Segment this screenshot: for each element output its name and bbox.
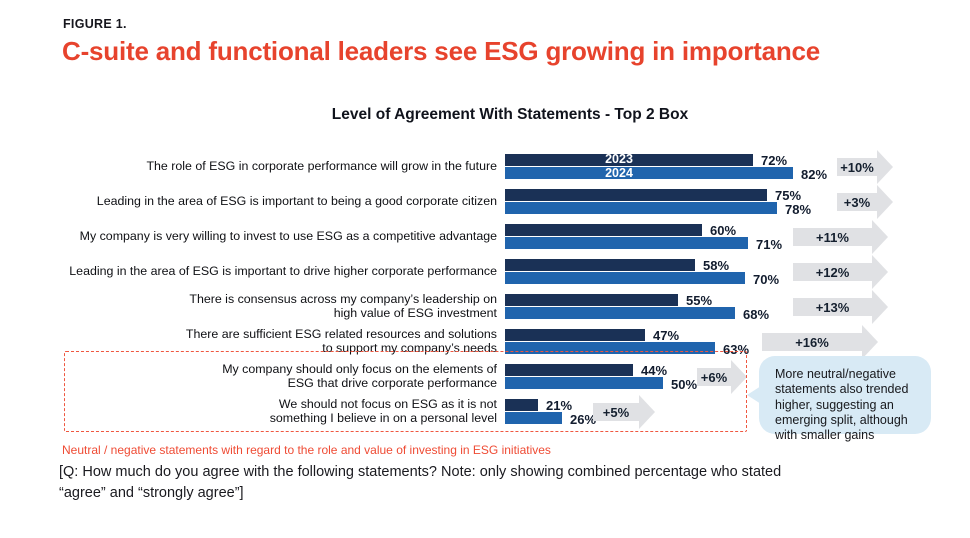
delta-label: +11% (793, 228, 872, 246)
neutral-negative-note: Neutral / negative statements with regar… (62, 443, 551, 457)
chart-title: Level of Agreement With Statements - Top… (331, 106, 689, 123)
bar-2023 (505, 259, 695, 271)
bar-2023 (505, 399, 538, 411)
arrow-head-icon (872, 255, 888, 289)
delta-arrow: +13% (793, 290, 888, 324)
bar-2023 (505, 224, 702, 236)
value-2023: 55% (686, 293, 713, 308)
statement-label: Leading in the area of ESG is important … (69, 264, 497, 279)
delta-arrow: +11% (793, 220, 888, 254)
footnote: [Q: How much do you agree with the follo… (59, 464, 782, 501)
delta-label: +16% (762, 333, 862, 351)
figure-label: FIGURE 1. (63, 17, 127, 31)
arrow-head-icon (731, 360, 747, 394)
value-2023: 44% (641, 363, 668, 378)
value-2024: 78% (785, 202, 812, 217)
callout-text: More neutral/negative statements also tr… (775, 367, 909, 442)
value-2024: 26% (570, 412, 597, 427)
statement-label: The role of ESG in corporate performance… (146, 159, 497, 174)
delta-label: +10% (837, 158, 877, 176)
callout-bubble: More neutral/negative statements also tr… (747, 356, 931, 442)
neutral-negative-highlight-box (64, 351, 747, 432)
value-2023: 60% (710, 223, 737, 238)
statement-label: My company is very willing to invest to … (79, 229, 497, 244)
delta-label: +12% (793, 263, 872, 281)
value-2023: 75% (775, 188, 802, 203)
statement-label: There is consensus across my company’s l… (189, 292, 497, 320)
delta-arrow: +3% (837, 185, 893, 219)
value-2023: 21% (546, 398, 573, 413)
bar-2024 (505, 412, 562, 424)
delta-label: +13% (793, 298, 872, 316)
arrow-head-icon (872, 220, 888, 254)
bar-2024 (505, 202, 777, 214)
value-2024: 50% (671, 377, 698, 392)
bar-2024 (505, 307, 735, 319)
statement-label: There are sufficient ESG related resourc… (185, 327, 497, 355)
value-2024: 68% (743, 307, 770, 322)
arrow-head-icon (877, 185, 893, 219)
value-2024: 71% (756, 237, 783, 252)
value-2024: 82% (801, 167, 828, 182)
delta-arrow: +6% (697, 360, 747, 394)
value-2023: 72% (761, 153, 788, 168)
value-2023: 58% (703, 258, 730, 273)
bar-2024 (505, 272, 745, 284)
figure-title: C-suite and functional leaders see ESG g… (62, 36, 821, 66)
bar-2023 (505, 329, 645, 341)
value-2024: 70% (753, 272, 780, 287)
statement-label: We should not focus on ESG as it is not … (269, 397, 497, 425)
arrow-head-icon (872, 290, 888, 324)
bar-2024 (505, 237, 748, 249)
delta-arrow: +5% (593, 395, 655, 429)
bar-2023 (505, 364, 633, 376)
statement-label: Leading in the area of ESG is important … (96, 194, 497, 209)
statement-label: My company should only focus on the elem… (222, 362, 497, 390)
bar-2024 (505, 377, 663, 389)
arrow-head-icon (877, 150, 893, 184)
bar-2023 (505, 294, 678, 306)
legend-2023: 2023 (605, 152, 633, 166)
legend-2024: 2024 (605, 166, 633, 180)
delta-label: +3% (837, 193, 877, 211)
value-2023: 47% (653, 328, 680, 343)
bar-2023 (505, 154, 753, 166)
bar-2023 (505, 189, 767, 201)
value-2024: 63% (723, 342, 750, 357)
arrow-head-icon (862, 325, 878, 359)
bar-2024 (505, 167, 793, 179)
delta-arrow: +16% (762, 325, 878, 359)
arrow-head-icon (639, 395, 655, 429)
callout-tail-icon (747, 386, 761, 404)
delta-arrow: +10% (837, 150, 893, 184)
delta-label: +5% (593, 403, 639, 421)
delta-label: +6% (697, 368, 731, 386)
delta-arrow: +12% (793, 255, 888, 289)
